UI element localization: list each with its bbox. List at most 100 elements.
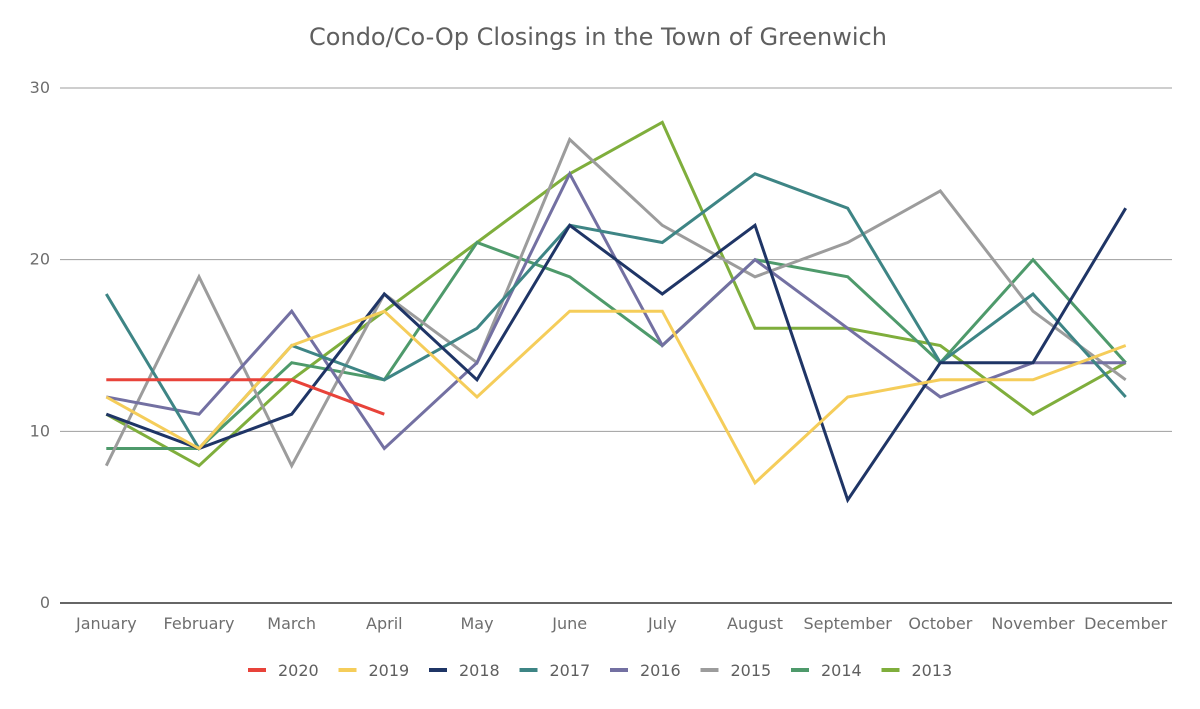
data-point <box>1031 258 1035 262</box>
y-axis-ticks: 0 10 20 30 <box>30 78 50 612</box>
data-point <box>382 378 386 382</box>
data-point <box>382 292 386 296</box>
legend-item-2017: 2017 <box>519 661 590 680</box>
legend-label: 2019 <box>369 661 410 680</box>
data-point <box>290 309 294 313</box>
x-tick-label: December <box>1084 614 1167 633</box>
x-tick-label: November <box>991 614 1075 633</box>
data-point <box>846 326 850 330</box>
chart-title: Condo/Co-Op Closings in the Town of Gree… <box>309 23 887 51</box>
data-point <box>846 206 850 210</box>
data-point <box>660 223 664 227</box>
legend-label: 2016 <box>640 661 681 680</box>
data-point <box>660 241 664 245</box>
y-tick-label: 20 <box>30 250 50 269</box>
data-point <box>660 344 664 348</box>
x-tick-label: August <box>727 614 783 633</box>
data-point <box>1124 395 1128 399</box>
data-point <box>197 447 201 451</box>
series-line-2013 <box>105 120 1127 468</box>
series-line-2015 <box>104 136 1127 469</box>
legend-item-2018: 2018 <box>429 661 500 680</box>
data-point <box>1031 412 1035 416</box>
data-point <box>475 395 479 399</box>
data-point <box>846 498 850 502</box>
legend-label: 2020 <box>278 661 319 680</box>
x-tick-label: March <box>267 614 316 633</box>
series-2020 <box>104 378 386 416</box>
x-tick-label: May <box>460 614 493 633</box>
data-point <box>660 292 664 296</box>
legend-label: 2013 <box>912 661 953 680</box>
data-point <box>475 326 479 330</box>
data-point <box>290 361 294 365</box>
data-point <box>568 223 572 227</box>
data-point <box>753 258 757 262</box>
data-point <box>1031 378 1035 382</box>
data-point <box>475 378 479 382</box>
data-point <box>846 395 850 399</box>
data-point <box>753 481 757 485</box>
data-point <box>753 172 757 176</box>
y-tick-label: 10 <box>30 421 50 440</box>
data-point <box>104 378 108 382</box>
series-line-2020 <box>106 378 385 416</box>
data-point <box>753 275 757 279</box>
data-point <box>660 309 664 313</box>
data-point <box>568 275 572 279</box>
data-point <box>1031 292 1035 296</box>
data-point <box>104 395 108 399</box>
legend-item-2013: 2013 <box>881 661 953 680</box>
data-point <box>197 412 201 416</box>
data-point <box>753 326 757 330</box>
data-point <box>382 309 386 313</box>
legend-label: 2015 <box>731 661 772 680</box>
x-tick-label: April <box>366 614 403 633</box>
data-point <box>104 464 108 468</box>
series-line-2019 <box>105 309 1127 486</box>
data-point <box>938 378 942 382</box>
x-tick-label: February <box>164 614 235 633</box>
series-line-2018 <box>105 207 1127 504</box>
data-point <box>104 292 108 296</box>
data-point <box>104 412 108 416</box>
data-point <box>1031 309 1035 313</box>
legend: 2020 2019 2018 2017 2016 2015 2014 2013 <box>248 661 952 680</box>
data-point <box>197 464 201 468</box>
data-point <box>382 447 386 451</box>
data-point <box>938 395 942 399</box>
data-point <box>475 361 479 365</box>
x-tick-label: January <box>75 614 137 633</box>
data-point <box>1124 378 1128 382</box>
data-point <box>938 344 942 348</box>
legend-item-2014: 2014 <box>791 661 862 680</box>
data-point <box>1124 206 1128 210</box>
data-point <box>382 412 386 416</box>
data-point <box>290 464 294 468</box>
x-tick-label: July <box>647 614 677 633</box>
x-axis-ticks: January February March April May June July Augu… <box>75 614 1168 633</box>
data-point <box>290 378 294 382</box>
data-point <box>753 223 757 227</box>
data-point <box>1124 344 1128 348</box>
data-point <box>1031 361 1035 365</box>
legend-label: 2014 <box>821 661 862 680</box>
data-point <box>104 447 108 451</box>
data-point <box>197 275 201 279</box>
series-2013 <box>105 120 1127 468</box>
legend-item-2019: 2019 <box>338 661 410 680</box>
series-lines <box>104 120 1128 504</box>
data-point <box>846 275 850 279</box>
series-2018 <box>104 206 1128 504</box>
data-point <box>938 361 942 365</box>
data-point <box>568 138 572 142</box>
y-tick-label: 0 <box>40 593 50 612</box>
x-tick-label: June <box>551 614 587 633</box>
data-point <box>1124 361 1128 365</box>
data-point <box>660 120 664 124</box>
legend-item-2020: 2020 <box>248 661 319 680</box>
data-point <box>475 241 479 245</box>
